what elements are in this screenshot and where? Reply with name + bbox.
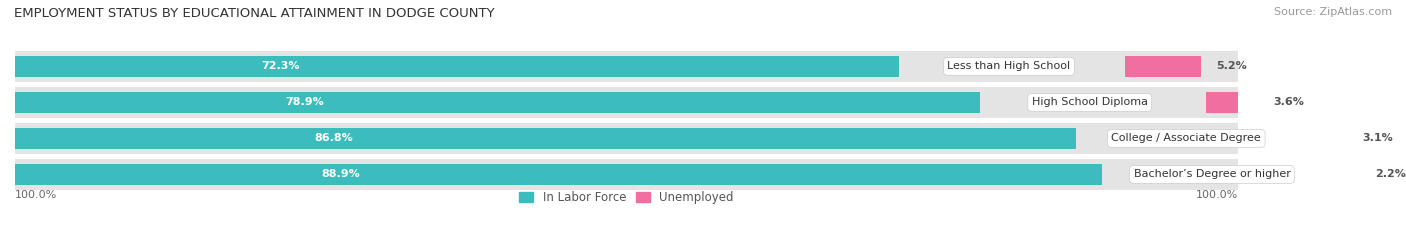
Bar — [1302, 128, 1348, 149]
Bar — [1329, 164, 1361, 185]
Text: 72.3%: 72.3% — [262, 61, 299, 71]
Bar — [15, 164, 1102, 185]
Text: 86.8%: 86.8% — [314, 134, 353, 144]
Bar — [1206, 92, 1258, 113]
Bar — [15, 56, 898, 77]
Text: 2.2%: 2.2% — [1375, 169, 1406, 179]
Text: 78.9%: 78.9% — [285, 97, 323, 107]
Text: 5.2%: 5.2% — [1216, 61, 1247, 71]
Text: 100.0%: 100.0% — [1195, 190, 1237, 200]
Text: 100.0%: 100.0% — [15, 190, 58, 200]
Text: 88.9%: 88.9% — [322, 169, 360, 179]
Bar — [1125, 56, 1202, 77]
Bar — [15, 159, 1237, 190]
Text: High School Diploma: High School Diploma — [1032, 97, 1147, 107]
Text: EMPLOYMENT STATUS BY EDUCATIONAL ATTAINMENT IN DODGE COUNTY: EMPLOYMENT STATUS BY EDUCATIONAL ATTAINM… — [14, 7, 495, 20]
Text: 3.6%: 3.6% — [1274, 97, 1305, 107]
Bar — [15, 51, 1237, 82]
Bar — [15, 128, 1076, 149]
Bar — [15, 87, 1237, 118]
Text: Bachelor’s Degree or higher: Bachelor’s Degree or higher — [1133, 169, 1291, 179]
Text: Source: ZipAtlas.com: Source: ZipAtlas.com — [1274, 7, 1392, 17]
Text: 3.1%: 3.1% — [1362, 134, 1393, 144]
Text: Less than High School: Less than High School — [948, 61, 1070, 71]
Bar — [15, 92, 980, 113]
Bar — [15, 123, 1237, 154]
Legend: In Labor Force, Unemployed: In Labor Force, Unemployed — [519, 191, 734, 204]
Text: College / Associate Degree: College / Associate Degree — [1111, 134, 1261, 144]
